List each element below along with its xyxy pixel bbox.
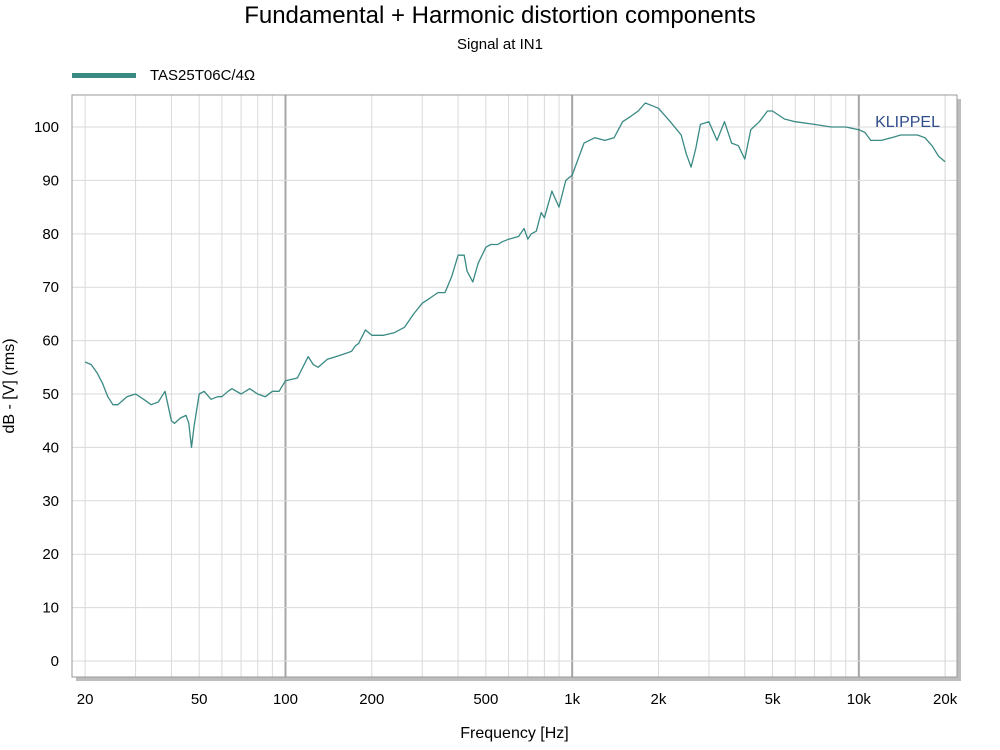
x-tick-label: 200 — [359, 691, 384, 708]
x-tick-label: 20k — [933, 691, 958, 708]
x-tick-label: 20 — [77, 691, 94, 708]
y-tick-label: 70 — [42, 279, 59, 296]
plot-background — [72, 95, 957, 677]
legend: TAS25T06C/4Ω — [72, 64, 255, 86]
x-tick-label: 500 — [473, 691, 498, 708]
plot-frame — [71, 94, 958, 678]
y-axis-label: dB - [V] (rms) — [1, 338, 18, 433]
klippel-watermark: KLIPPEL — [875, 114, 940, 131]
x-tick-label: 1k — [564, 691, 580, 708]
y-tick-label: 40 — [42, 439, 59, 456]
chart-title: Fundamental + Harmonic distortion compon… — [244, 2, 756, 29]
legend-label: TAS25T06C/4Ω — [150, 66, 256, 84]
y-tick-label: 50 — [42, 386, 59, 403]
chart-subtitle: Signal at IN1 — [457, 36, 543, 53]
series-line — [84, 102, 946, 449]
x-tick-label: 10k — [847, 691, 872, 708]
y-tick-label: 0 — [51, 653, 59, 670]
x-tick-label: 2k — [651, 691, 667, 708]
legend-swatch — [72, 72, 136, 78]
y-tick-label: 20 — [42, 546, 59, 563]
x-tick-label: 100 — [273, 691, 298, 708]
y-tick-label: 60 — [42, 333, 59, 350]
y-tick-label: 100 — [34, 119, 59, 136]
y-tick-label: 80 — [42, 226, 59, 243]
x-axis-label: Frequency [Hz] — [460, 725, 568, 742]
x-tick-label: 50 — [191, 691, 208, 708]
y-tick-label: 10 — [42, 600, 59, 617]
y-tick-label: 90 — [42, 172, 59, 189]
y-tick-label: 30 — [42, 493, 59, 510]
x-tick-label: 5k — [765, 691, 781, 708]
